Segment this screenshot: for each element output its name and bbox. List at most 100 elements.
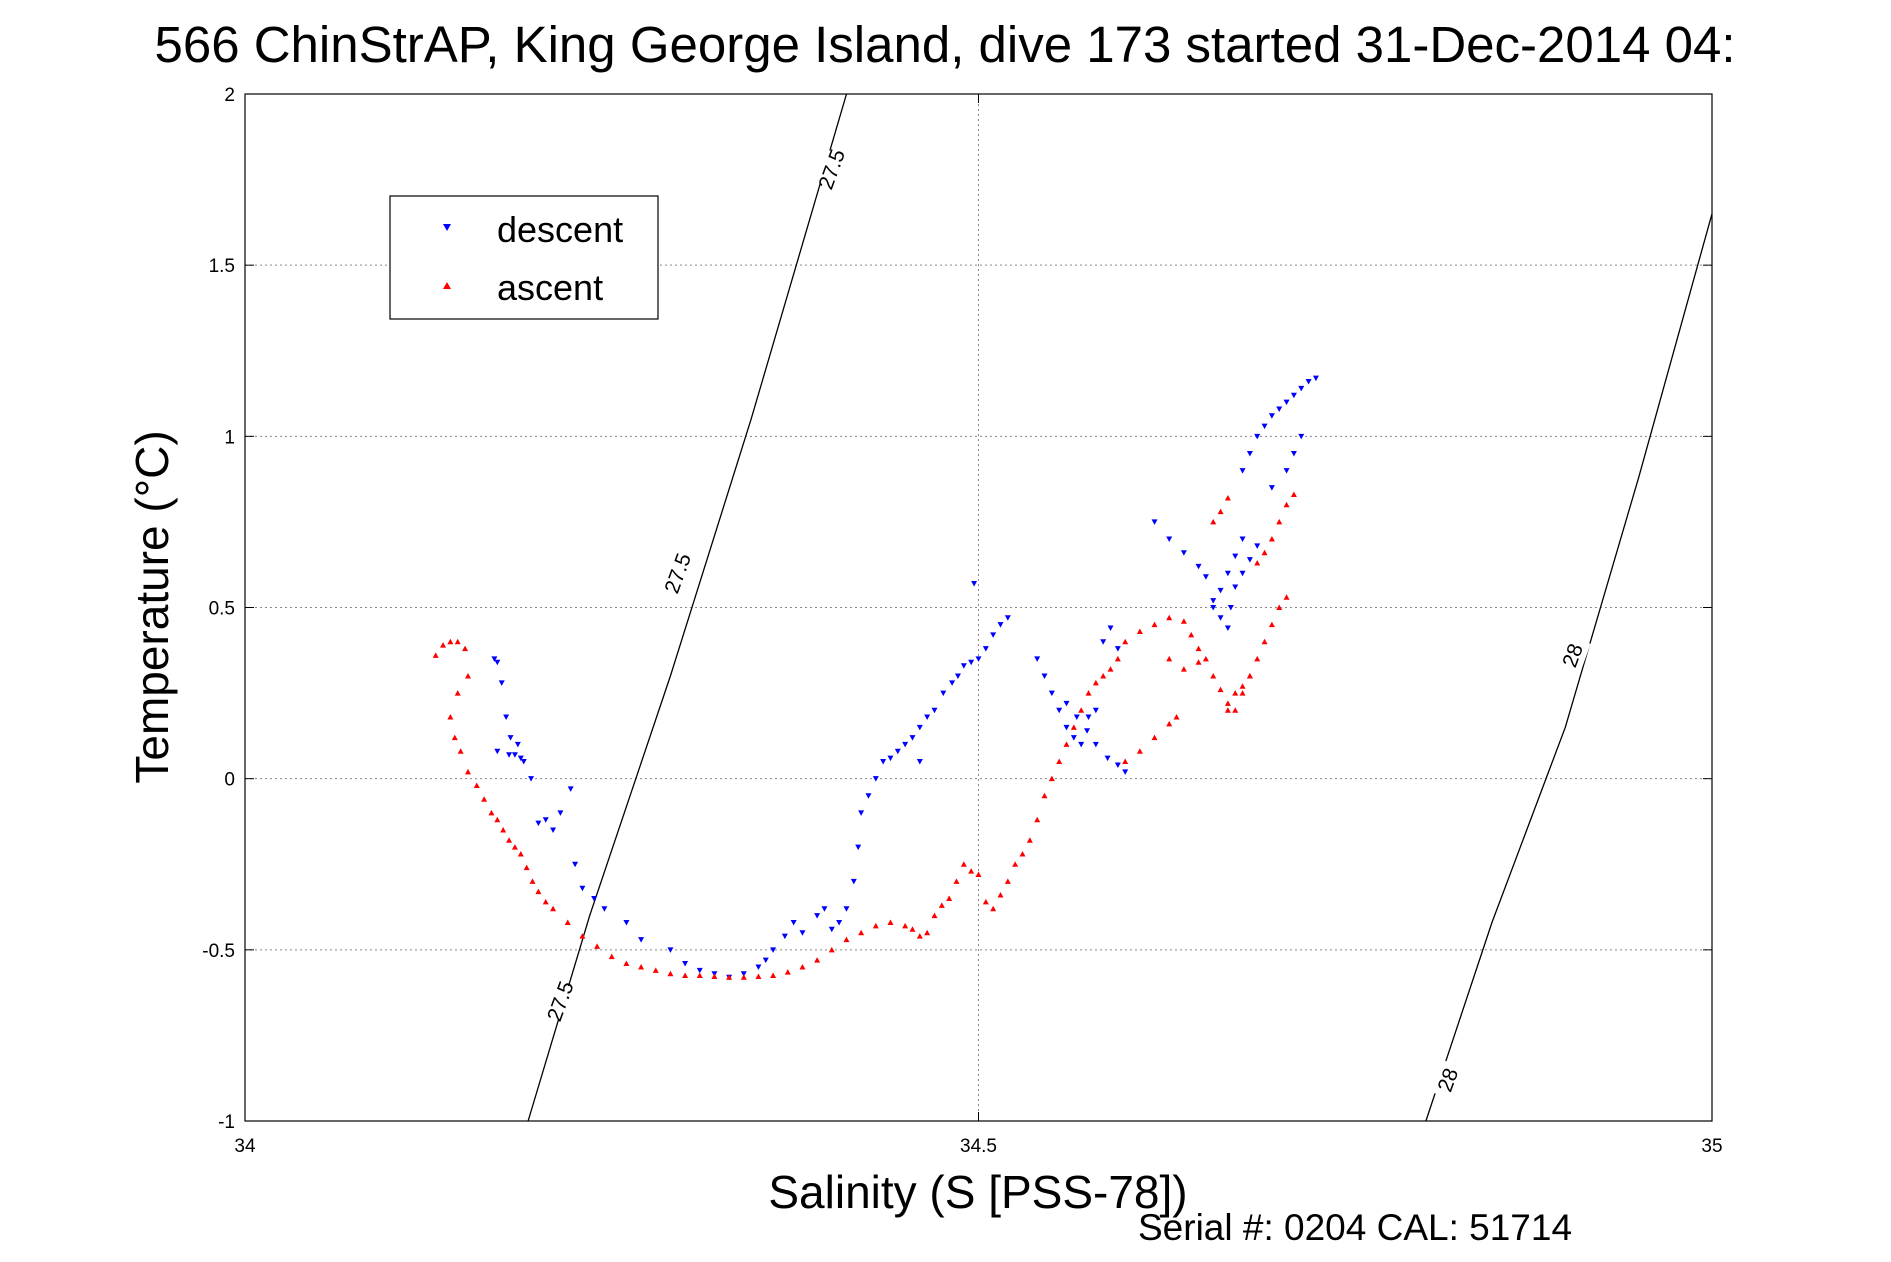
descent-point: [872, 776, 879, 782]
ascent-point: [858, 929, 865, 936]
contour-label-bg: [813, 148, 850, 190]
descent-point: [1290, 392, 1297, 399]
ascent-point: [1195, 659, 1202, 665]
descent-point: [1268, 485, 1275, 491]
descent-point: [982, 646, 989, 652]
descent-point: [1210, 605, 1217, 611]
y-tick-label: -0.5: [202, 941, 235, 962]
ascent-point: [1166, 614, 1173, 621]
ascent-point: [1290, 491, 1297, 498]
descent-point: [1041, 673, 1048, 679]
legend-marker-ascent: [443, 282, 451, 289]
descent-point: [535, 820, 542, 827]
descent-point: [828, 926, 835, 933]
ascent-point: [1210, 518, 1217, 525]
ascent-point: [814, 957, 821, 963]
ascent-point: [1268, 536, 1275, 542]
ascent-point: [946, 895, 953, 901]
descent-point: [821, 906, 828, 912]
ascent-point: [1276, 518, 1283, 525]
ascent-point: [770, 972, 777, 979]
descent-point: [638, 937, 645, 943]
descent-point: [1114, 762, 1121, 768]
descent-point: [781, 933, 788, 940]
descent-point: [1246, 450, 1253, 457]
descent-point: [924, 714, 931, 721]
descent-point: [968, 659, 975, 666]
descent-point: [1254, 543, 1261, 549]
ascent-point: [1151, 734, 1158, 741]
descent-point: [696, 967, 703, 974]
ascent-point: [1217, 686, 1224, 693]
ascent-point: [916, 933, 923, 939]
descent-point: [1210, 598, 1217, 604]
descent-point: [1283, 399, 1290, 406]
descent-point: [990, 632, 997, 638]
ascent-point: [997, 892, 1004, 898]
descent-point: [949, 680, 956, 686]
descent-point: [1195, 563, 1202, 570]
descent-point: [506, 752, 513, 758]
descent-point: [1254, 433, 1261, 440]
descent-point: [1107, 625, 1114, 632]
ascent-point: [500, 827, 507, 833]
descent-point: [528, 776, 535, 782]
descent-point: [865, 793, 872, 799]
ascent-point: [667, 970, 674, 977]
ascent-point: [1063, 741, 1070, 747]
ascent-point: [1092, 679, 1099, 686]
contour-label-bg: [1554, 635, 1591, 676]
ascent-point: [1188, 631, 1195, 638]
y-tick-label: -1: [218, 1112, 235, 1133]
ascent-point: [938, 902, 945, 908]
descent-point: [790, 919, 797, 926]
ascent-point: [1173, 714, 1180, 720]
ascent-point: [1180, 618, 1187, 624]
descent-point: [975, 656, 982, 662]
ascent-point: [755, 973, 762, 980]
descent-point: [1202, 574, 1209, 580]
descent-point: [909, 735, 916, 741]
ascent-point: [550, 905, 557, 912]
ascent-point: [511, 844, 518, 850]
ascent-point: [1261, 549, 1268, 556]
descent-point: [762, 957, 769, 964]
ascent-point: [1004, 878, 1011, 884]
ascent-point: [464, 672, 471, 679]
ascent-point: [1283, 501, 1290, 508]
ascent-point: [462, 645, 469, 652]
legend-label-descent: descent: [497, 209, 623, 250]
ascent-point: [1195, 645, 1202, 652]
ascent-point: [1026, 837, 1033, 843]
ascent-point: [454, 690, 461, 696]
descent-point: [503, 714, 510, 721]
descent-point: [916, 724, 923, 731]
contour-label-bg: [542, 980, 579, 1022]
x-tick-label: 35: [1701, 1136, 1722, 1157]
ascent-point: [564, 919, 571, 925]
ascent-point: [1100, 672, 1107, 679]
ascent-point: [1056, 758, 1063, 765]
descent-point: [1078, 741, 1085, 748]
ascent-point: [902, 922, 909, 929]
ascent-point: [682, 972, 689, 979]
x-tick-label: 34.5: [960, 1136, 997, 1157]
ascent-point: [843, 936, 850, 943]
descent-point: [1312, 375, 1319, 382]
descent-point: [1227, 605, 1234, 611]
descent-point: [1246, 557, 1253, 563]
ascent-point: [447, 638, 454, 645]
descent-point: [572, 861, 579, 868]
descent-point: [507, 735, 514, 741]
ascent-point: [1180, 666, 1187, 672]
descent-point: [1180, 550, 1187, 556]
descent-point: [1114, 646, 1121, 652]
ascent-point: [638, 963, 645, 970]
chart-title: 566 ChinStrAP, King George Island, dive …: [154, 16, 1735, 73]
descent-point: [902, 741, 909, 748]
descent-point: [1232, 584, 1239, 590]
descent-point: [916, 759, 923, 765]
ascent-point: [542, 898, 549, 905]
descent-point: [836, 919, 843, 926]
ascent-point: [1246, 672, 1253, 679]
